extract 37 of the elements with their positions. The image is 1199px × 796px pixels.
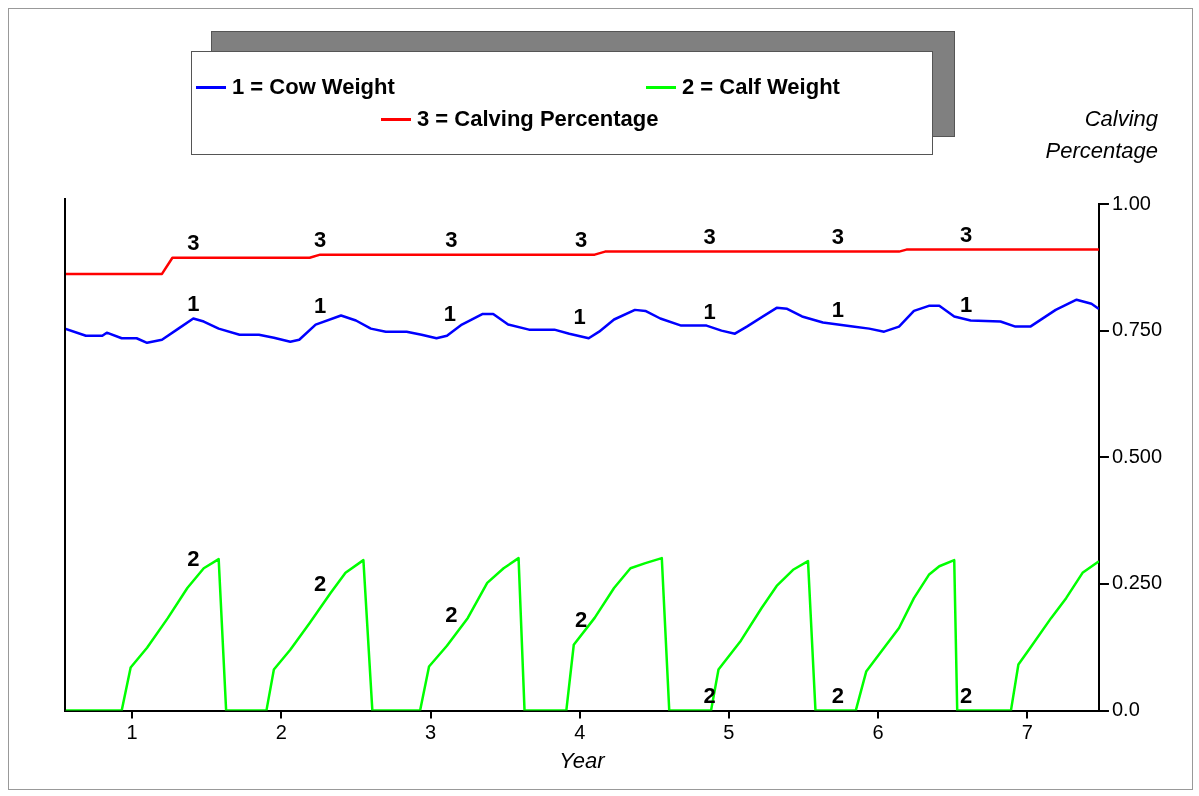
- annotation: 3: [314, 226, 327, 252]
- annotation: 2: [575, 606, 588, 632]
- x-tick-label: 5: [723, 721, 735, 744]
- x-axis-title: Year: [559, 747, 607, 773]
- legend-label: 2 = Calf Weight: [682, 74, 840, 100]
- y-tick-label: 1.00: [1111, 191, 1151, 214]
- annotation: 2: [960, 682, 973, 708]
- annotation: 1: [703, 298, 716, 324]
- annotation: 3: [445, 226, 458, 252]
- y-tick-label: 0.0: [1111, 698, 1140, 721]
- x-tick-label: 7: [1021, 721, 1033, 744]
- x-tick-label: 2: [275, 721, 287, 744]
- annotation: 1: [187, 290, 200, 316]
- y-tick-label: 0.750: [1111, 318, 1163, 341]
- y-tick-label: 0.500: [1111, 444, 1163, 467]
- legend-label: 1 = Cow Weight: [232, 74, 395, 100]
- x-tick-label: 6: [872, 721, 884, 744]
- annotation: 1: [831, 296, 844, 322]
- annotation: 3: [831, 223, 844, 249]
- x-tick-label: 4: [574, 721, 586, 744]
- annotation: 1: [960, 291, 973, 317]
- y-axis-title: Calving Percentage: [1045, 105, 1158, 165]
- legend-label: 3 = Calving Percentage: [417, 106, 659, 132]
- x-tick-label: 1: [126, 721, 138, 744]
- annotation: 1: [443, 300, 457, 326]
- annotation: 3: [703, 223, 716, 249]
- annotation: 3: [575, 226, 588, 252]
- annotation: 2: [314, 571, 327, 597]
- annotation: 3: [960, 221, 973, 247]
- annotation: 3: [187, 229, 200, 255]
- annotation: 2: [445, 601, 458, 627]
- y-tick-label: 0.250: [1111, 571, 1163, 594]
- annotation: 2: [831, 682, 844, 708]
- x-tick-label: 3: [424, 721, 437, 744]
- annotation: 1: [573, 303, 586, 329]
- annotation: 1: [314, 292, 327, 318]
- annotation: 2: [187, 545, 200, 571]
